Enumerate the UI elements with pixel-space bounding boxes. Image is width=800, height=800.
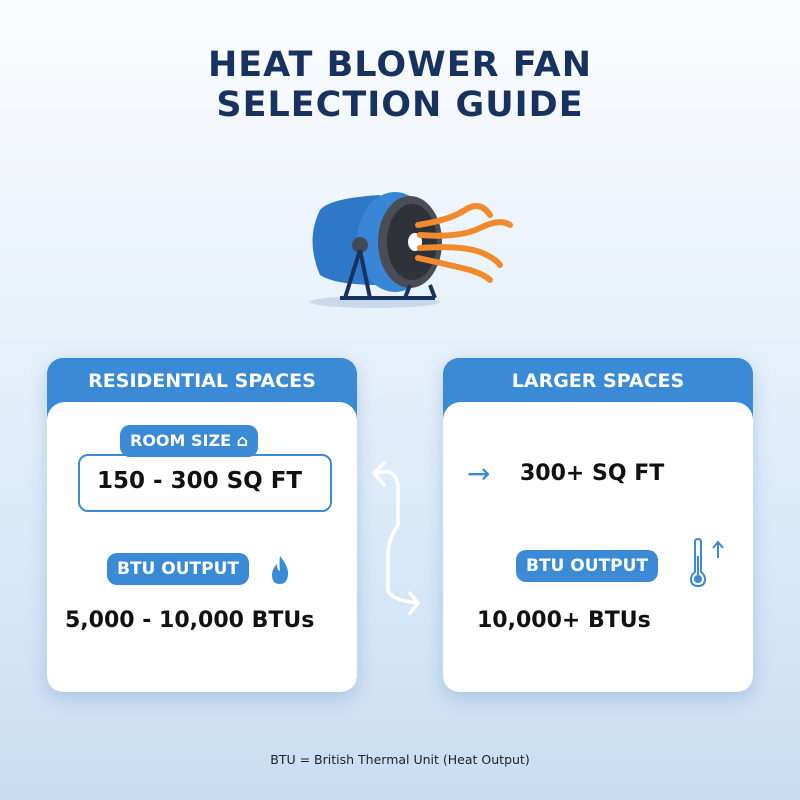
footnote: BTU = British Thermal Unit (Heat Output): [270, 752, 530, 767]
room-size-value: 300+ SQ FT: [520, 461, 665, 486]
room-size-badge: ROOM SIZE ⌂: [120, 425, 259, 457]
arrow-right-icon: →: [467, 457, 491, 490]
btu-output-badge: BTU OUTPUT: [516, 550, 658, 582]
larger-card: LARGER SPACES → 300+ SQ FT BTU OUTPUT 10…: [443, 358, 753, 692]
connector-arrows-icon: [372, 461, 420, 615]
btu-value: 10,000+ BTUs: [477, 608, 651, 633]
title-line-2: SELECTION GUIDE: [216, 85, 584, 125]
title-line-1: HEAT BLOWER FAN: [207, 45, 593, 85]
residential-header: RESIDENTIAL SPACES: [88, 370, 316, 392]
room-size-label: ROOM SIZE: [130, 431, 232, 450]
flame-icon: [272, 556, 289, 584]
heat-blower-fan-icon: [310, 192, 513, 308]
residential-card: RESIDENTIAL SPACES ROOM SIZE ⌂ 150 - 300…: [47, 358, 357, 692]
btu-output-badge: BTU OUTPUT: [107, 553, 249, 585]
larger-header: LARGER SPACES: [511, 370, 685, 392]
btu-value: 5,000 - 10,000 BTUs: [65, 608, 315, 633]
house-icon: ⌂: [236, 431, 249, 450]
thermometer-up-icon: [689, 538, 724, 588]
room-size-value: 150 - 300 SQ FT: [97, 468, 303, 494]
page-title: HEAT BLOWER FAN SELECTION GUIDE: [0, 45, 800, 125]
